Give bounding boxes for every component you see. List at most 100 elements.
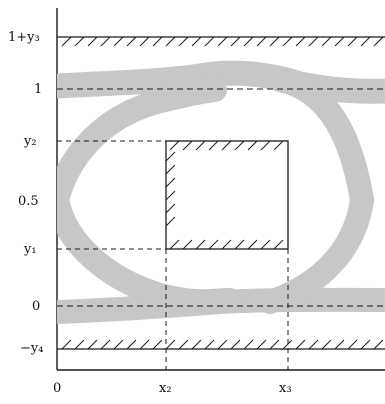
hatch-mark	[178, 339, 189, 350]
hatch-mark	[191, 339, 202, 350]
hatch-mark	[152, 339, 163, 350]
reference-lines	[57, 88, 385, 370]
hatch-mark	[221, 239, 232, 250]
hatch-mark	[243, 339, 254, 350]
hatch-mark	[195, 140, 206, 151]
hatch-mark	[321, 339, 332, 350]
hatch-mark	[165, 216, 176, 227]
hatch-mark	[243, 36, 254, 47]
hatch-mark	[208, 140, 219, 151]
label-0: 0	[32, 299, 40, 314]
label-0-5: 0.5	[18, 194, 39, 209]
hatch-mark	[256, 36, 267, 47]
hatch-mark	[113, 36, 124, 47]
upper-limit-band	[57, 36, 385, 47]
hatch-mark	[165, 190, 176, 201]
hatch-mark	[204, 339, 215, 350]
hatch-mark	[217, 36, 228, 47]
hatch-mark	[273, 239, 284, 250]
hatch-mark	[221, 140, 232, 151]
eye-top-band	[57, 60, 385, 104]
hatch-mark	[152, 36, 163, 47]
lower-limit-band	[57, 339, 385, 350]
hatch-mark	[282, 339, 293, 350]
lower-hatch-marks	[61, 339, 384, 350]
hatch-mark	[269, 339, 280, 350]
hatch-mark	[230, 36, 241, 47]
hatch-mark	[360, 339, 371, 350]
x-axis-labels: 0 x₂ x₃	[53, 381, 292, 396]
hatch-mark	[273, 140, 284, 151]
hatch-mark	[178, 36, 189, 47]
eye-band	[57, 60, 385, 324]
hatch-mark	[334, 339, 345, 350]
eye-mask-hatch-marks	[165, 140, 284, 250]
hatch-mark	[61, 36, 72, 47]
label-x3: x₃	[279, 381, 292, 396]
label-minus-y4: −y₄	[20, 341, 43, 356]
hatch-mark	[217, 339, 228, 350]
hatch-mark	[165, 203, 176, 214]
hatch-mark	[295, 36, 306, 47]
hatch-mark	[308, 339, 319, 350]
label-x-0: 0	[53, 381, 61, 396]
hatch-mark	[126, 339, 137, 350]
label-1-plus-y3: 1+y₃	[8, 30, 40, 45]
label-x2: x₂	[159, 381, 172, 396]
hatch-mark	[139, 36, 150, 47]
hatch-mark	[169, 239, 180, 250]
hatch-mark	[165, 177, 176, 188]
hatch-mark	[247, 140, 258, 151]
hatch-mark	[74, 339, 85, 350]
hatch-mark	[247, 239, 258, 250]
hatch-mark	[165, 36, 176, 47]
hatch-mark	[347, 339, 358, 350]
hatch-mark	[321, 36, 332, 47]
hatch-mark	[208, 239, 219, 250]
hatch-mark	[139, 339, 150, 350]
hatch-mark	[126, 36, 137, 47]
hatch-mark	[334, 36, 345, 47]
y-axis-labels: 1+y₃ 1 y₂ 0.5 y₁ 0 −y₄	[8, 30, 43, 356]
eye-rising-curve	[57, 188, 242, 314]
hatch-mark	[256, 339, 267, 350]
hatch-mark	[360, 36, 371, 47]
hatch-mark	[308, 36, 319, 47]
eye-mask	[165, 140, 289, 250]
hatch-mark	[165, 339, 176, 350]
hatch-mark	[282, 36, 293, 47]
hatch-mark	[373, 36, 384, 47]
upper-hatch-marks	[61, 36, 384, 47]
hatch-mark	[347, 36, 358, 47]
hatch-mark	[295, 339, 306, 350]
hatch-mark	[230, 339, 241, 350]
hatch-mark	[182, 239, 193, 250]
eye-right-lower-curve	[258, 188, 374, 314]
hatch-mark	[100, 36, 111, 47]
hatch-mark	[100, 339, 111, 350]
hatch-mark	[260, 239, 271, 250]
eye-mask-box	[165, 140, 289, 250]
hatch-mark	[182, 140, 193, 151]
eye-right-upper-curve	[268, 68, 374, 212]
hatch-mark	[169, 140, 180, 151]
label-y1: y₁	[23, 242, 37, 257]
hatch-mark	[165, 164, 176, 175]
hatch-mark	[195, 239, 206, 250]
hatch-mark	[269, 36, 280, 47]
hatch-mark	[165, 151, 176, 162]
hatch-mark	[234, 140, 245, 151]
hatch-mark	[373, 339, 384, 350]
hatch-mark	[234, 239, 245, 250]
hatch-mark	[61, 339, 72, 350]
label-y2: y₂	[23, 134, 37, 149]
hatch-mark	[191, 36, 202, 47]
hatch-mark	[113, 339, 124, 350]
label-1: 1	[34, 82, 42, 97]
eye-falling-curve	[57, 78, 227, 212]
hatch-mark	[87, 339, 98, 350]
hatch-mark	[204, 36, 215, 47]
hatch-mark	[260, 140, 271, 151]
hatch-mark	[87, 36, 98, 47]
